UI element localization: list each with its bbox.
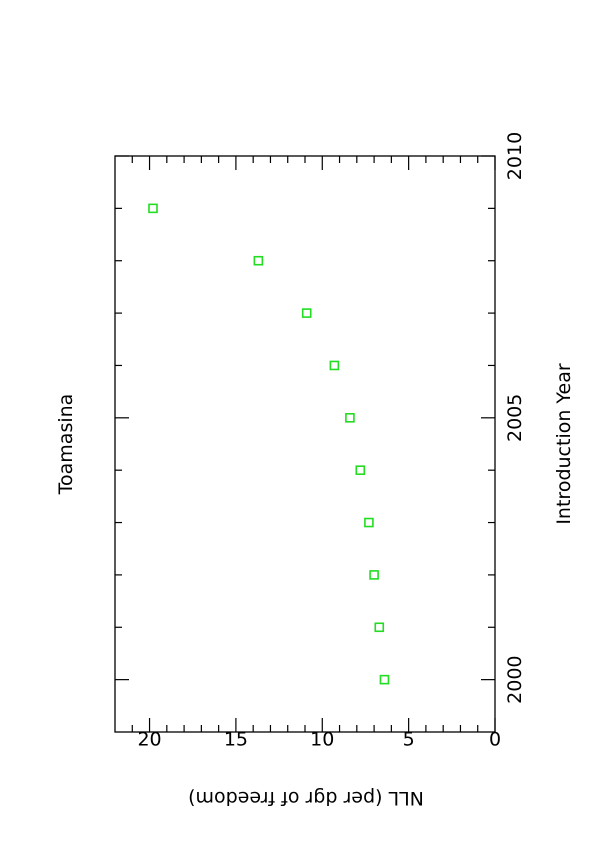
data-point [301,308,312,318]
y-tick-label: 15 [224,729,248,751]
data-point [345,413,355,423]
data-point [329,360,340,371]
chart-title: Toamasina [55,394,77,496]
x-axis-label: Introduction Year [553,363,575,525]
x-tick-label: 2000 [504,655,526,703]
y-tick-label: 10 [310,729,334,751]
x-tick-label: 2010 [504,132,526,180]
y-tick-label: 5 [403,729,415,751]
data-point [369,570,379,580]
x-tick-label: 2005 [504,394,526,442]
data-point [364,517,374,528]
data-point [355,465,366,475]
plot-frame [114,155,496,733]
data-point [379,674,390,685]
y-axis-label: NLL (per dgr of freedom) [188,787,424,809]
y-tick-label: 0 [489,729,501,751]
data-point [148,203,158,214]
data-point [253,255,264,266]
data-point [374,622,385,633]
y-tick-label: 20 [137,729,161,751]
